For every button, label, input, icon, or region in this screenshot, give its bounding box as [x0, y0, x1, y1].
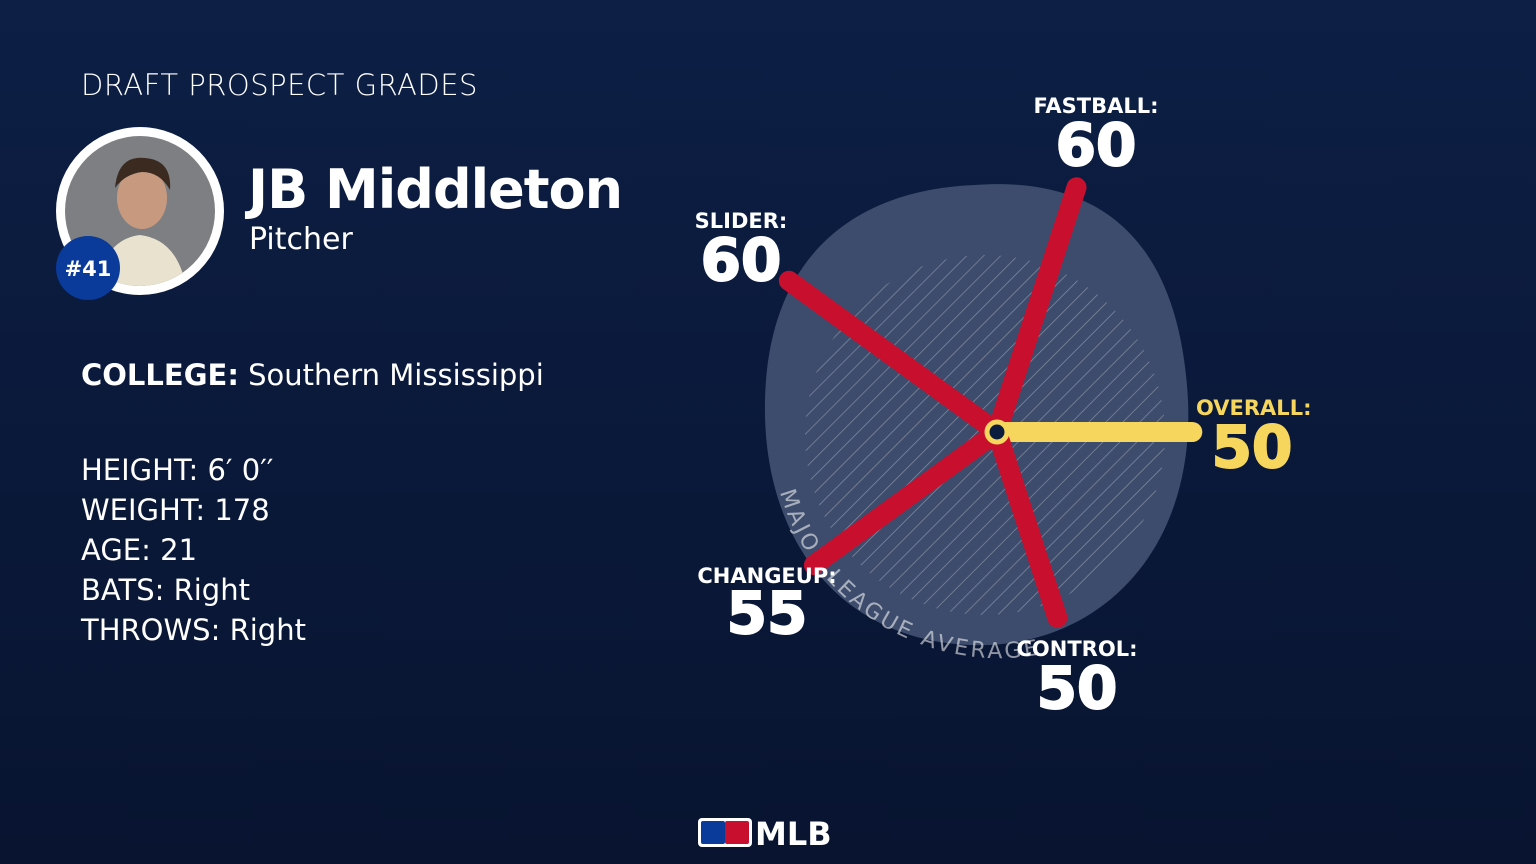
grade-label: FASTBALL:	[1033, 94, 1158, 118]
bio-row: HEIGHT: 6′ 0′′	[81, 450, 306, 490]
bio-row: AGE: 21	[81, 530, 306, 570]
bio-value: Right	[229, 613, 306, 647]
grade-label: CHANGEUP:	[697, 564, 836, 588]
page-title: DRAFT PROSPECT GRADES	[81, 68, 478, 102]
grade-value: 60	[701, 226, 782, 294]
bio-label: WEIGHT:	[81, 493, 206, 527]
grade-value: 55	[727, 579, 808, 647]
grade-label: CONTROL:	[1017, 637, 1138, 661]
bio: HEIGHT: 6′ 0′′ WEIGHT: 178 AGE: 21 BATS: Ri…	[81, 450, 306, 650]
bio-row: BATS: Right	[81, 570, 306, 610]
bio-value: 6′ 0′′	[207, 453, 274, 487]
grade-value: 50	[1212, 413, 1293, 481]
grade-spoke	[987, 177, 1087, 442]
rank-badge	[56, 236, 120, 300]
grade-value: 60	[1056, 111, 1137, 179]
college-label: COLLEGE:	[81, 358, 239, 392]
grade-spoke	[803, 422, 1007, 576]
bio-row: WEIGHT: 178	[81, 490, 306, 530]
grade-label: OVERALL:	[1196, 396, 1311, 420]
bio-label: THROWS:	[81, 613, 221, 647]
bio-value: Right	[173, 573, 250, 607]
spokes: FASTBALL:60OVERALL:50CONTROL:50CHANGEUP:…	[695, 94, 1312, 723]
logo-text: MLB	[755, 815, 832, 853]
bio-label: AGE:	[81, 533, 151, 567]
bio-value: 21	[160, 533, 198, 567]
player-position: Pitcher	[249, 222, 353, 257]
rank: #41	[65, 257, 112, 281]
bio-label: BATS:	[81, 573, 165, 607]
bio-label: HEIGHT:	[81, 453, 199, 487]
player-name: JB Middleton	[248, 158, 623, 221]
bio-value: 178	[214, 493, 270, 527]
grade-value: 50	[1037, 654, 1118, 722]
grade-spoke	[987, 422, 1068, 628]
college: COLLEGE: Southern Mississippi	[81, 358, 544, 392]
bio-row: THROWS: Right	[81, 610, 306, 650]
grade-spoke	[778, 270, 1007, 442]
college-value: Southern Mississippi	[248, 358, 544, 392]
logo: MLB	[698, 815, 832, 853]
grade-label: SLIDER:	[695, 209, 788, 233]
center-dot	[984, 419, 1010, 445]
